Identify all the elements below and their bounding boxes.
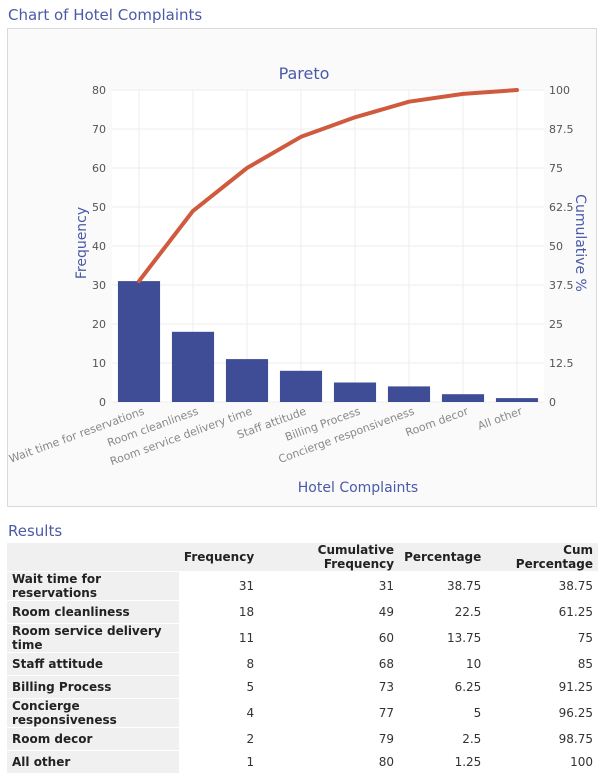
table-row: Room cleanliness 18 49 22.5 61.25: [7, 601, 598, 624]
cell-frequency: 4: [179, 699, 259, 728]
cell-cumulative-frequency: 49: [259, 601, 399, 624]
cell-percentage: 1.25: [399, 751, 486, 773]
cell-frequency: 31: [179, 572, 259, 601]
chart-section-title: Chart of Hotel Complaints: [8, 6, 202, 24]
row-label: Billing Process: [7, 676, 179, 699]
cell-cum-percentage: 98.75: [486, 728, 598, 751]
cell-cumulative-frequency: 77: [259, 699, 399, 728]
bar: [496, 398, 538, 402]
cell-cum-percentage: 85: [486, 653, 598, 676]
y2-tick-label: 87.5: [549, 123, 574, 136]
chart-panel: 0 10 20 30 40 50 60 70 80 0 12.5 25 37.5 50 62.5 75 87.5…: [7, 28, 597, 507]
cell-cum-percentage: 96.25: [486, 699, 598, 728]
x-tick-label: All other: [476, 404, 525, 432]
cell-cum-percentage: 61.25: [486, 601, 598, 624]
column-header: Percentage: [399, 543, 486, 572]
results-header-row: Frequency Cumulative Frequency Percentag…: [7, 543, 598, 572]
y2-tick-label: 12.5: [549, 357, 574, 370]
y-tick-label: 0: [99, 396, 106, 409]
row-label: Concierge responsiveness: [7, 699, 179, 728]
cell-percentage: 10: [399, 653, 486, 676]
cell-frequency: 8: [179, 653, 259, 676]
chart-title: Pareto: [279, 64, 330, 83]
y2-tick-label: 62.5: [549, 201, 574, 214]
cell-cumulative-frequency: 60: [259, 624, 399, 653]
cell-percentage: 6.25: [399, 676, 486, 699]
cell-percentage: 2.5: [399, 728, 486, 751]
cell-cum-percentage: 100: [486, 751, 598, 773]
column-header: Cum Percentage: [486, 543, 598, 572]
x-tick-label: Room decor: [404, 404, 471, 439]
y2-tick-label: 25: [549, 318, 563, 331]
y-tick-label: 40: [92, 240, 106, 253]
x-axis-label: Hotel Complaints: [298, 480, 418, 496]
cell-frequency: 18: [179, 601, 259, 624]
row-label: Room cleanliness: [7, 601, 179, 624]
table-row: Wait time for reservations 31 31 38.75 3…: [7, 572, 598, 601]
y2-tick-label: 37.5: [549, 279, 574, 292]
y2-tick-label: 75: [549, 162, 563, 175]
row-label: Room decor: [7, 728, 179, 751]
y2-tick-label: 100: [549, 84, 570, 97]
table-row: Room decor 2 79 2.5 98.75: [7, 728, 598, 751]
cell-cumulative-frequency: 80: [259, 751, 399, 773]
cell-percentage: 5: [399, 699, 486, 728]
row-label: Room service delivery time: [7, 624, 179, 653]
y-tick-label: 10: [92, 357, 106, 370]
y-axis-label: Frequency: [74, 207, 90, 279]
cell-percentage: 38.75: [399, 572, 486, 601]
row-label: Staff attitude: [7, 653, 179, 676]
bar: [172, 332, 214, 402]
y2-tick-label: 50: [549, 240, 563, 253]
table-row: Concierge responsiveness 4 77 5 96.25: [7, 699, 598, 728]
bar: [442, 394, 484, 402]
results-table: Frequency Cumulative Frequency Percentag…: [7, 543, 598, 773]
table-row: All other 1 80 1.25 100: [7, 751, 598, 773]
cell-cumulative-frequency: 73: [259, 676, 399, 699]
cell-cumulative-frequency: 31: [259, 572, 399, 601]
table-row: Room service delivery time 11 60 13.75 7…: [7, 624, 598, 653]
table-row: Billing Process 5 73 6.25 91.25: [7, 676, 598, 699]
row-label: All other: [7, 751, 179, 773]
y-tick-label: 70: [92, 123, 106, 136]
cell-percentage: 13.75: [399, 624, 486, 653]
cell-cum-percentage: 38.75: [486, 572, 598, 601]
cell-cumulative-frequency: 68: [259, 653, 399, 676]
y2-tick-label: 0: [549, 396, 556, 409]
bar: [388, 386, 430, 402]
row-label: Wait time for reservations: [7, 572, 179, 601]
bar: [118, 281, 160, 402]
cell-percentage: 22.5: [399, 601, 486, 624]
y-tick-label: 20: [92, 318, 106, 331]
y-tick-label: 80: [92, 84, 106, 97]
bar: [334, 383, 376, 403]
y-tick-label: 50: [92, 201, 106, 214]
cell-frequency: 2: [179, 728, 259, 751]
cell-cum-percentage: 91.25: [486, 676, 598, 699]
cell-frequency: 1: [179, 751, 259, 773]
cell-cumulative-frequency: 79: [259, 728, 399, 751]
table-row: Staff attitude 8 68 10 85: [7, 653, 598, 676]
y-tick-label: 60: [92, 162, 106, 175]
cell-frequency: 5: [179, 676, 259, 699]
column-header: Frequency: [179, 543, 259, 572]
results-section-title: Results: [8, 522, 62, 540]
y-tick-label: 30: [92, 279, 106, 292]
corner-cell: [7, 543, 179, 572]
y2-axis-label: Cumulative %: [572, 194, 588, 292]
bar: [280, 371, 322, 402]
cell-cum-percentage: 75: [486, 624, 598, 653]
bar: [226, 359, 268, 402]
cell-frequency: 11: [179, 624, 259, 653]
pareto-chart: 0 10 20 30 40 50 60 70 80 0 12.5 25 37.5 50 62.5 75 87.5…: [8, 29, 596, 506]
column-header: Cumulative Frequency: [259, 543, 399, 572]
